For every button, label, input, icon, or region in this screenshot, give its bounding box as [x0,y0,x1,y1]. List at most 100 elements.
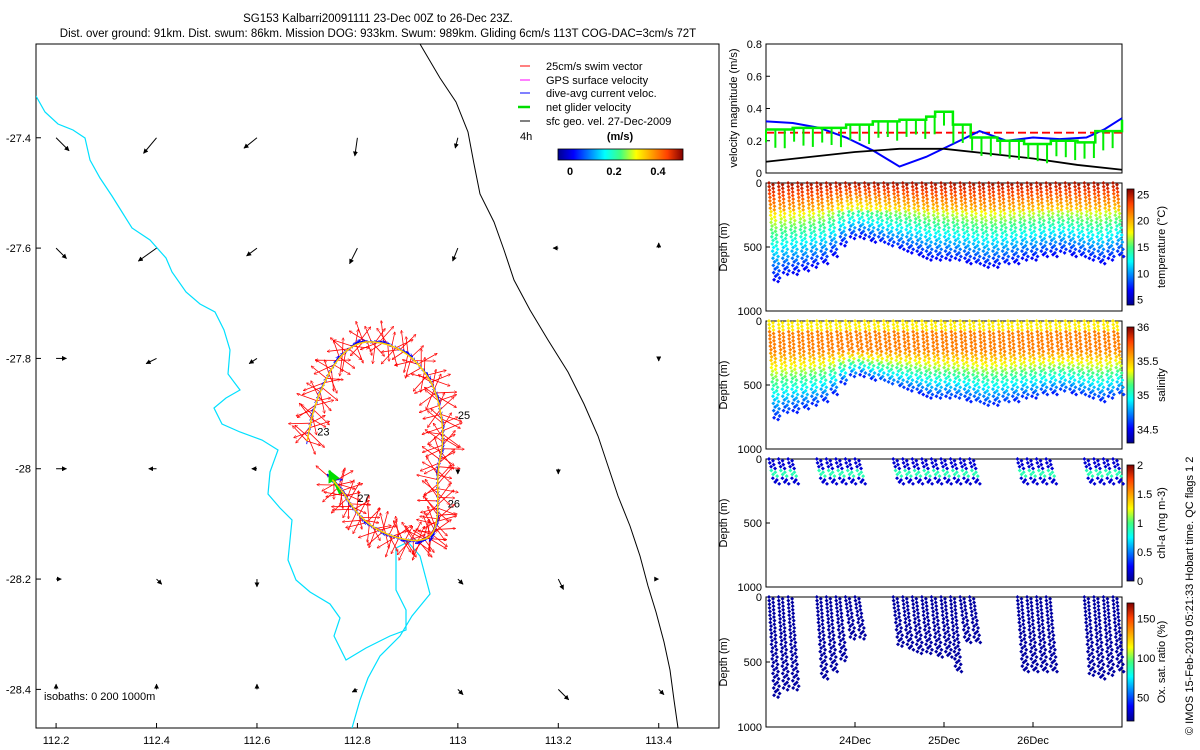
profile-sample [847,358,852,363]
profile-sample [816,351,821,356]
map-title-line2: Dist. over ground: 91km. Dist. swum: 86k… [60,28,696,40]
profile-sample [796,268,801,273]
profile-sample [818,224,823,228]
profile-sample [826,351,831,356]
profile-sample [777,329,782,334]
profile-sample [904,227,909,232]
profile-sample [810,245,815,250]
profile-sample [1095,224,1100,228]
profile-sample [920,247,925,252]
profile-sample [1045,195,1050,200]
profile-sample [1035,198,1040,203]
swim-vector [369,528,377,548]
profile-sample [1092,254,1097,259]
profile-sample [1111,191,1116,196]
profile-sample [826,213,831,218]
profile-sample [1109,243,1114,248]
swim-vector [436,516,457,522]
profile-sample [769,227,774,232]
map-xtick-label: 112.6 [244,735,271,747]
profile-sample [1067,182,1072,187]
profile-sample [776,184,781,189]
profile-sample [1044,181,1049,185]
swim-vector [310,415,325,424]
profile-sample [1054,191,1059,196]
colorbar-tick-label: 1 [1137,518,1143,530]
swim-vector [417,526,424,541]
profile-sample [959,206,964,211]
profile-sample [807,202,811,207]
profile-sample [769,216,774,221]
profile-sample [1064,191,1068,196]
profile-sample [785,247,790,252]
profile-sample [795,181,800,185]
depth-ylabel: Depth (m) [718,223,730,272]
swim-vector [350,341,364,356]
profile-sample [1033,232,1038,237]
profile-sample [961,224,966,228]
profile-sample [923,227,928,232]
current-vector [352,340,365,345]
profile-sample [958,184,963,189]
profile-sample [1093,195,1098,200]
swim-vector [419,392,437,405]
profile-sample [962,231,967,236]
profile-sample [987,188,992,193]
geo-velocity-vector [55,137,70,152]
profile-sample [866,365,871,370]
profile-sample [909,250,914,255]
swim-vector [302,386,322,394]
profile-sample [1073,184,1078,189]
profile-sample [837,209,842,214]
depth-ylabel: Depth (m) [718,499,730,548]
profile-sample [807,213,812,218]
profile-sample [777,413,782,418]
profile-sample [990,234,995,239]
profile-sample [1046,213,1051,218]
map-xtick-label: 113 [449,735,467,747]
profile-sample [920,191,925,196]
profile-sample [1083,198,1088,203]
swim-vector [334,340,353,347]
profile-sample [854,191,858,196]
profile-sample [825,336,830,341]
profile-sample [1093,206,1098,211]
profile-sample [963,245,968,250]
profile-sample [1088,245,1093,250]
profile-sample [1101,184,1106,189]
profile-sample [1025,181,1029,185]
time-step-label: 4h [520,131,532,143]
profile-sample [931,202,936,207]
profile-sample [1068,197,1073,202]
profile-sample [985,250,990,255]
profile-sample [915,231,920,236]
swim-vector [395,340,413,349]
profile-sample [1010,238,1015,243]
swim-vector [404,526,412,540]
velocity-ylabel: velocity magnitude (m/s) [728,48,740,167]
profile-sample [874,202,879,207]
swim-vector [432,369,436,386]
swim-vector [442,423,462,432]
profile-sample [777,406,782,411]
swim-vector [404,539,416,557]
profile-sample [1105,224,1110,228]
profile-sample [1083,254,1088,259]
colorbar-tick-label: 150 [1137,614,1155,626]
swim-vector [382,511,387,533]
profile-sample [892,191,897,196]
swim-vector [388,535,398,551]
profile-sample [798,365,803,370]
profile-sample [1084,213,1089,218]
profile-sample [829,249,834,254]
map-xtick-label: 112.8 [344,735,371,747]
swim-vector [295,425,309,437]
profile-sample [1019,234,1023,239]
profile-sample [949,195,954,200]
profile-sample [989,227,994,232]
profile-sample [1112,206,1117,211]
profile-sample [929,181,934,185]
swim-vector [370,342,384,351]
geo-velocity-vector [248,358,258,365]
